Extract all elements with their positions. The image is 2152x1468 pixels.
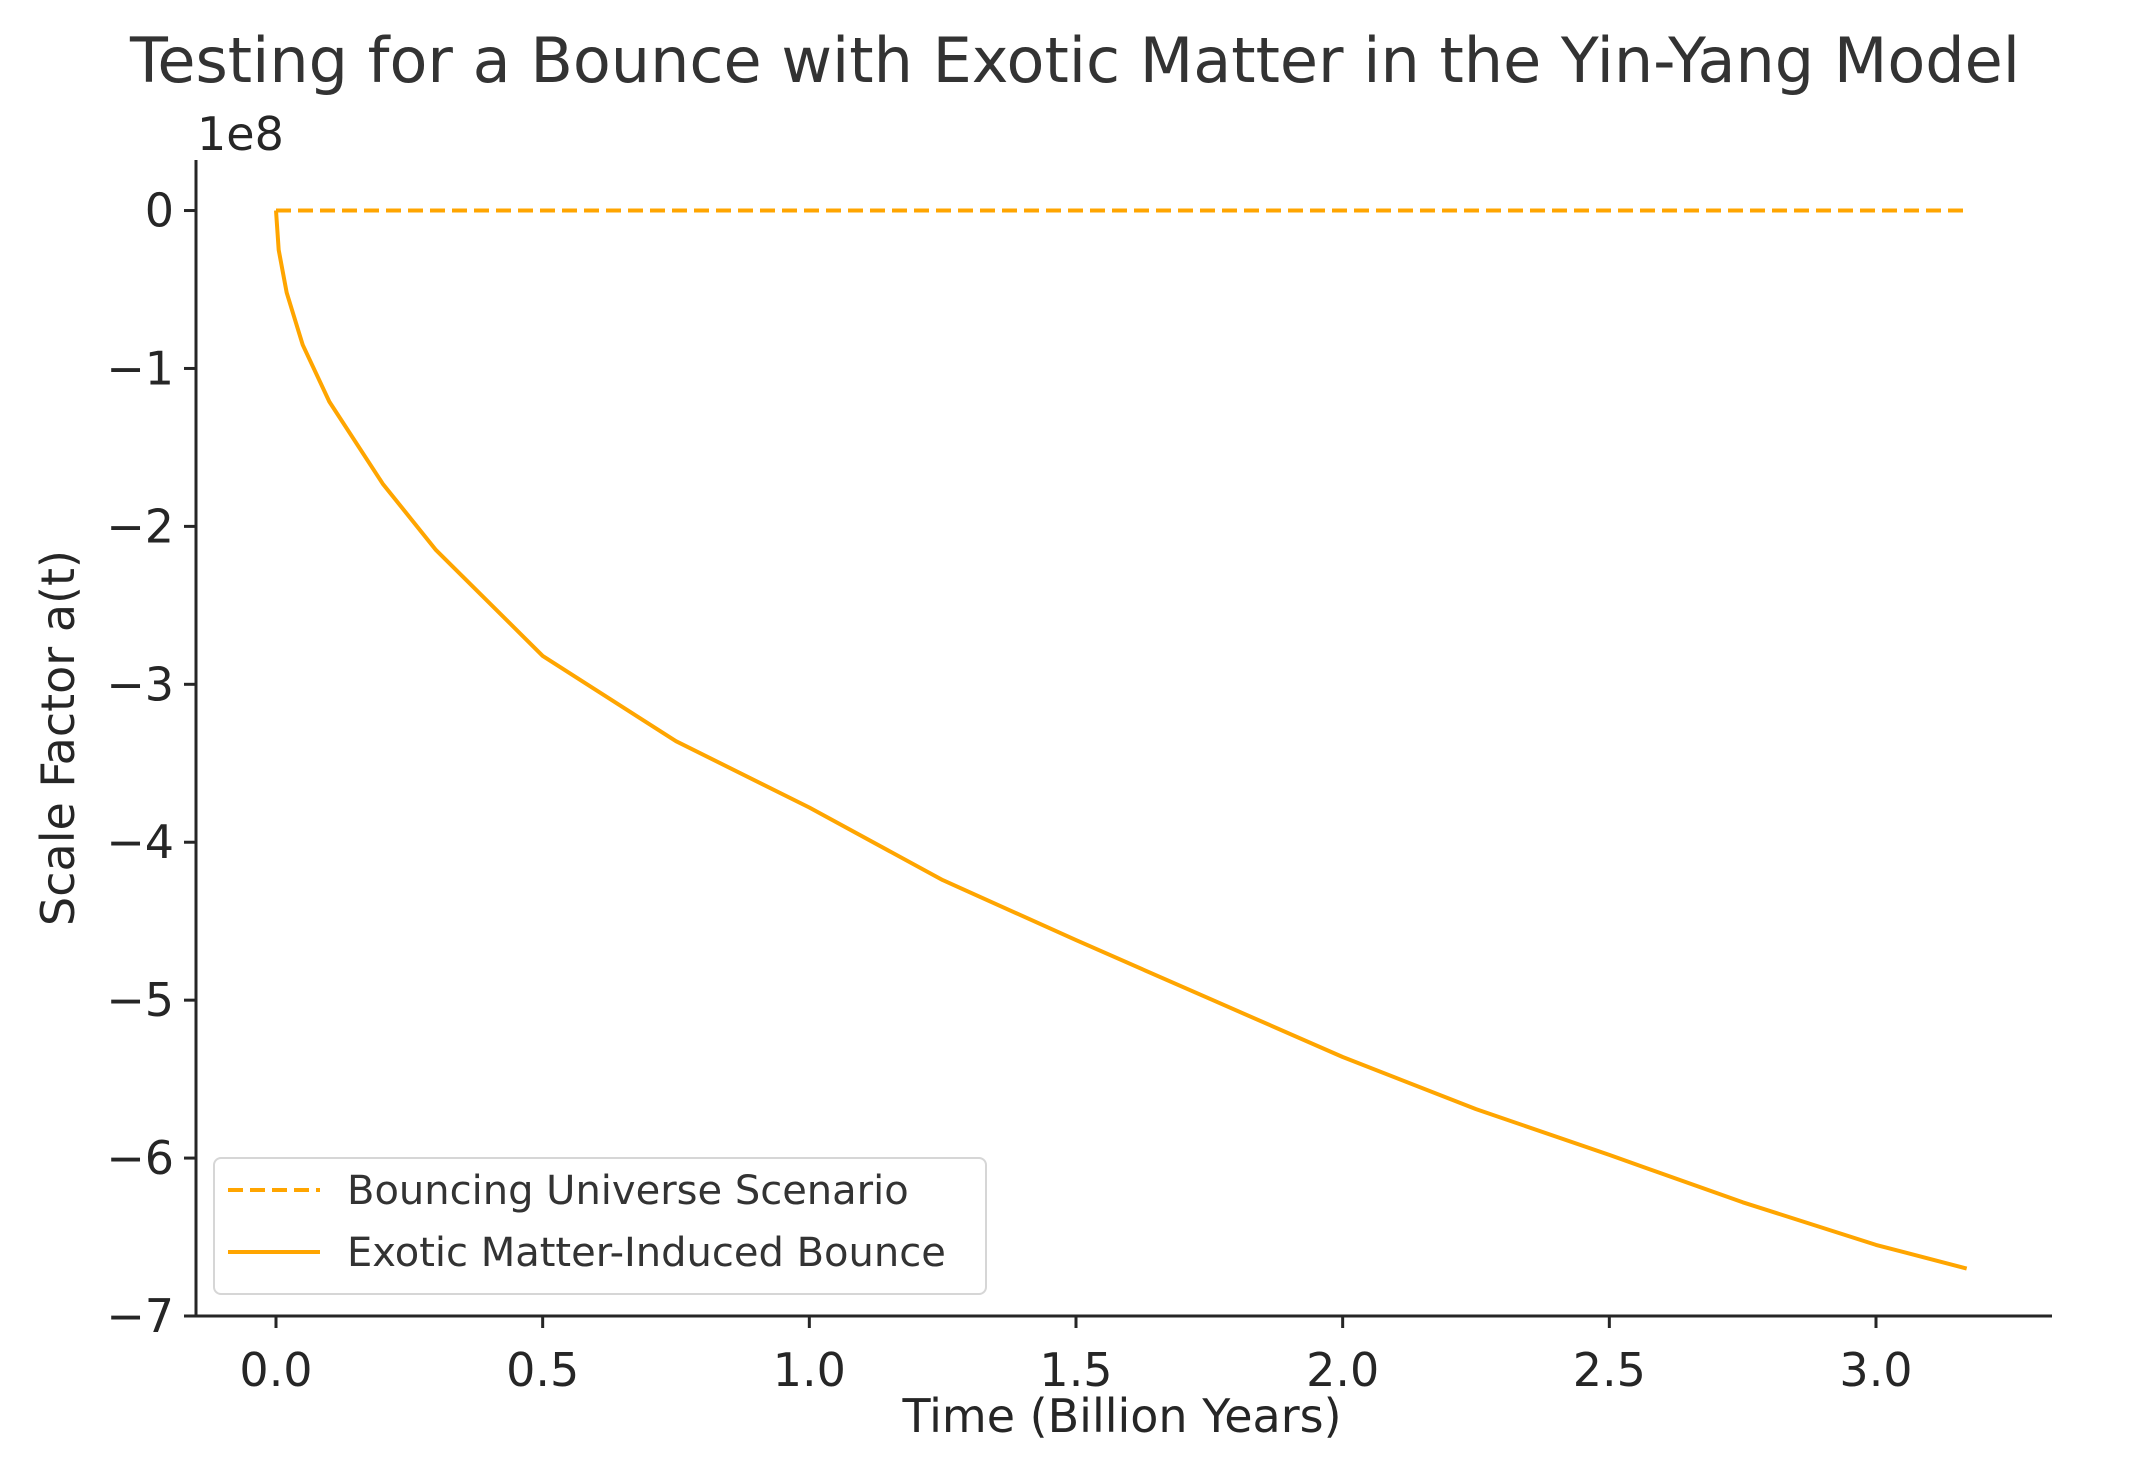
- legend: Bouncing Universe Scenario Exotic Matter…: [213, 1157, 987, 1295]
- x-tick-label: 0.0: [239, 1343, 312, 1397]
- x-tick-label: 1.5: [1039, 1343, 1112, 1397]
- y-tick-label: 0: [145, 184, 174, 238]
- y-axis-label: Scale Factor a(t): [31, 550, 85, 926]
- x-tick-label: 2.0: [1306, 1343, 1379, 1397]
- plot-area: [274, 208, 1968, 1271]
- x-axis-label: Time (Billion Years): [901, 1389, 1341, 1443]
- chart-title: Testing for a Bounce with Exotic Matter …: [129, 24, 2020, 97]
- y-offset-label: 1e8: [197, 107, 284, 161]
- x-tick-label: 0.5: [506, 1343, 579, 1397]
- series-line-exotic-matter: [274, 210, 1968, 1271]
- legend-label-bouncing-universe: Bouncing Universe Scenario: [347, 1168, 909, 1214]
- y-tick-label: −7: [106, 1289, 174, 1343]
- x-tick-label: 3.0: [1839, 1343, 1912, 1397]
- y-tick-label: −2: [106, 499, 174, 553]
- x-axis-ticks: 0.0 0.5 1.0 1.5 2.0 2.5 3.0: [239, 1316, 1913, 1397]
- legend-frame: [213, 1157, 987, 1295]
- y-tick-label: −3: [106, 657, 174, 711]
- y-tick-label: −4: [106, 815, 174, 869]
- legend-label-exotic-matter: Exotic Matter-Induced Bounce: [347, 1230, 946, 1276]
- y-tick-label: −6: [106, 1131, 174, 1185]
- y-tick-label: −5: [106, 973, 174, 1027]
- x-tick-label: 1.0: [773, 1343, 846, 1397]
- x-tick-label: 2.5: [1573, 1343, 1646, 1397]
- y-axis-ticks: 0 −1 −2 −3 −4 −5 −6 −7: [106, 184, 196, 1343]
- y-tick-label: −1: [106, 341, 174, 395]
